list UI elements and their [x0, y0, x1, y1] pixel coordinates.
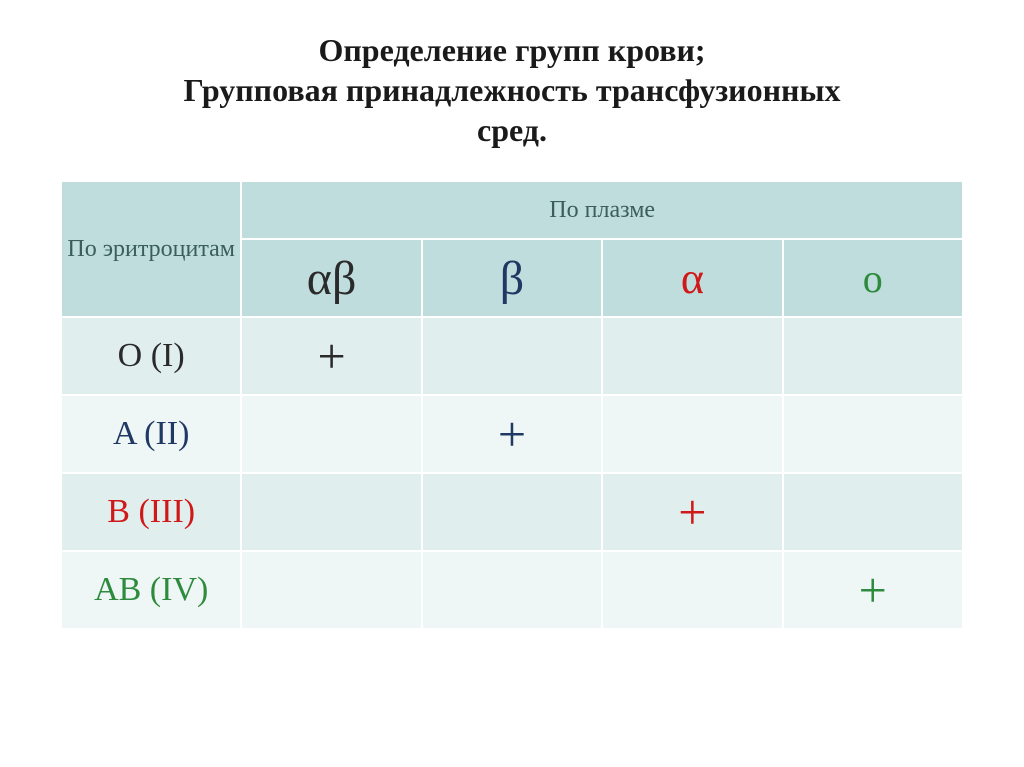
row-label: B (III)	[61, 473, 241, 551]
cell	[422, 551, 602, 629]
cell	[422, 317, 602, 395]
row-label: A (II)	[61, 395, 241, 473]
cell	[602, 551, 782, 629]
title-line-3: сред.	[477, 112, 547, 148]
slide-title: Определение групп крови; Групповая прина…	[60, 30, 964, 150]
cell	[602, 395, 782, 473]
cell	[783, 317, 963, 395]
cell	[241, 473, 421, 551]
table-row: AB (IV) +	[61, 551, 963, 629]
col-header-2: α	[602, 239, 782, 317]
cell	[241, 395, 421, 473]
row-label: AB (IV)	[61, 551, 241, 629]
cell	[783, 395, 963, 473]
row-header-label: По эритроцитам	[61, 181, 241, 317]
cell: +	[783, 551, 963, 629]
cell: +	[422, 395, 602, 473]
cell: +	[602, 473, 782, 551]
title-line-2: Групповая принадлежность трансфузионных	[184, 72, 841, 108]
col-group-label: По плазме	[241, 181, 963, 239]
title-line-1: Определение групп крови;	[318, 32, 705, 68]
table-row: A (II) +	[61, 395, 963, 473]
cell: +	[241, 317, 421, 395]
slide: Определение групп крови; Групповая прина…	[0, 0, 1024, 767]
col-header-3: o	[783, 239, 963, 317]
row-label: O (I)	[61, 317, 241, 395]
col-header-0: αβ	[241, 239, 421, 317]
table-row: O (I) +	[61, 317, 963, 395]
table-row: B (III) +	[61, 473, 963, 551]
col-header-1: β	[422, 239, 602, 317]
cell	[602, 317, 782, 395]
blood-group-table: По эритроцитам По плазме αβ β α o O (I) …	[60, 180, 964, 630]
cell	[422, 473, 602, 551]
cell	[241, 551, 421, 629]
cell	[783, 473, 963, 551]
header-row-1: По эритроцитам По плазме	[61, 181, 963, 239]
